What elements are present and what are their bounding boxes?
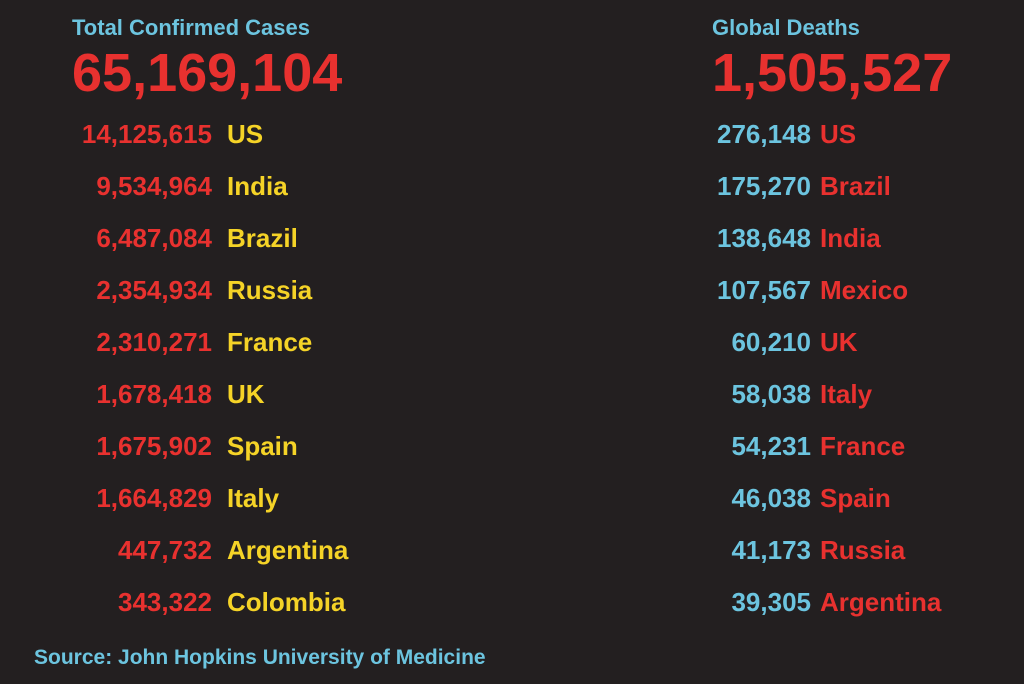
row-country: Spain [227, 431, 298, 461]
row-value: 54,231 [731, 431, 811, 461]
row-country: US [820, 119, 857, 149]
row-value: 175,270 [717, 171, 811, 201]
row-country: Italy [820, 379, 873, 409]
cases-title: Total Confirmed Cases [72, 15, 310, 40]
row-value: 343,322 [118, 587, 212, 617]
row-country: Argentina [227, 535, 349, 565]
row-country: India [820, 223, 881, 253]
row-country: Mexico [820, 275, 909, 305]
row-value: 447,732 [118, 535, 212, 565]
row-value: 107,567 [717, 275, 811, 305]
row-country: France [227, 327, 313, 357]
row-country: UK [820, 327, 858, 357]
row-country: France [820, 431, 906, 461]
row-value: 2,354,934 [96, 275, 212, 305]
row-country: Russia [820, 535, 906, 565]
source: Source: John Hopkins University of Medic… [34, 646, 486, 669]
row-country: Spain [820, 483, 891, 513]
row-value: 138,648 [717, 223, 811, 253]
row-country: Colombia [227, 587, 346, 617]
row-value: 1,678,418 [96, 379, 212, 409]
cases-total: 65,169,104 [72, 43, 343, 103]
row-country: Brazil [820, 171, 891, 201]
row-country: UK [227, 379, 265, 409]
row-country: Russia [227, 275, 313, 305]
row-value: 14,125,615 [81, 119, 212, 149]
row-value: 60,210 [731, 327, 811, 357]
row-value: 1,664,829 [96, 483, 212, 513]
row-country: US [227, 119, 264, 149]
row-country: Brazil [227, 223, 298, 253]
row-value: 39,305 [731, 587, 811, 617]
row-value: 58,038 [731, 379, 811, 409]
deaths-title: Global Deaths [712, 15, 860, 40]
deaths-total: 1,505,527 [712, 43, 953, 103]
row-value: 46,038 [731, 483, 811, 513]
row-value: 6,487,084 [96, 223, 212, 253]
row-country: India [227, 171, 288, 201]
row-value: 9,534,964 [96, 171, 212, 201]
row-country: Italy [227, 483, 280, 513]
row-value: 2,310,271 [96, 327, 212, 357]
row-country: Argentina [820, 587, 942, 617]
row-value: 276,148 [717, 119, 811, 149]
row-value: 1,675,902 [96, 431, 212, 461]
row-value: 41,173 [731, 535, 811, 565]
